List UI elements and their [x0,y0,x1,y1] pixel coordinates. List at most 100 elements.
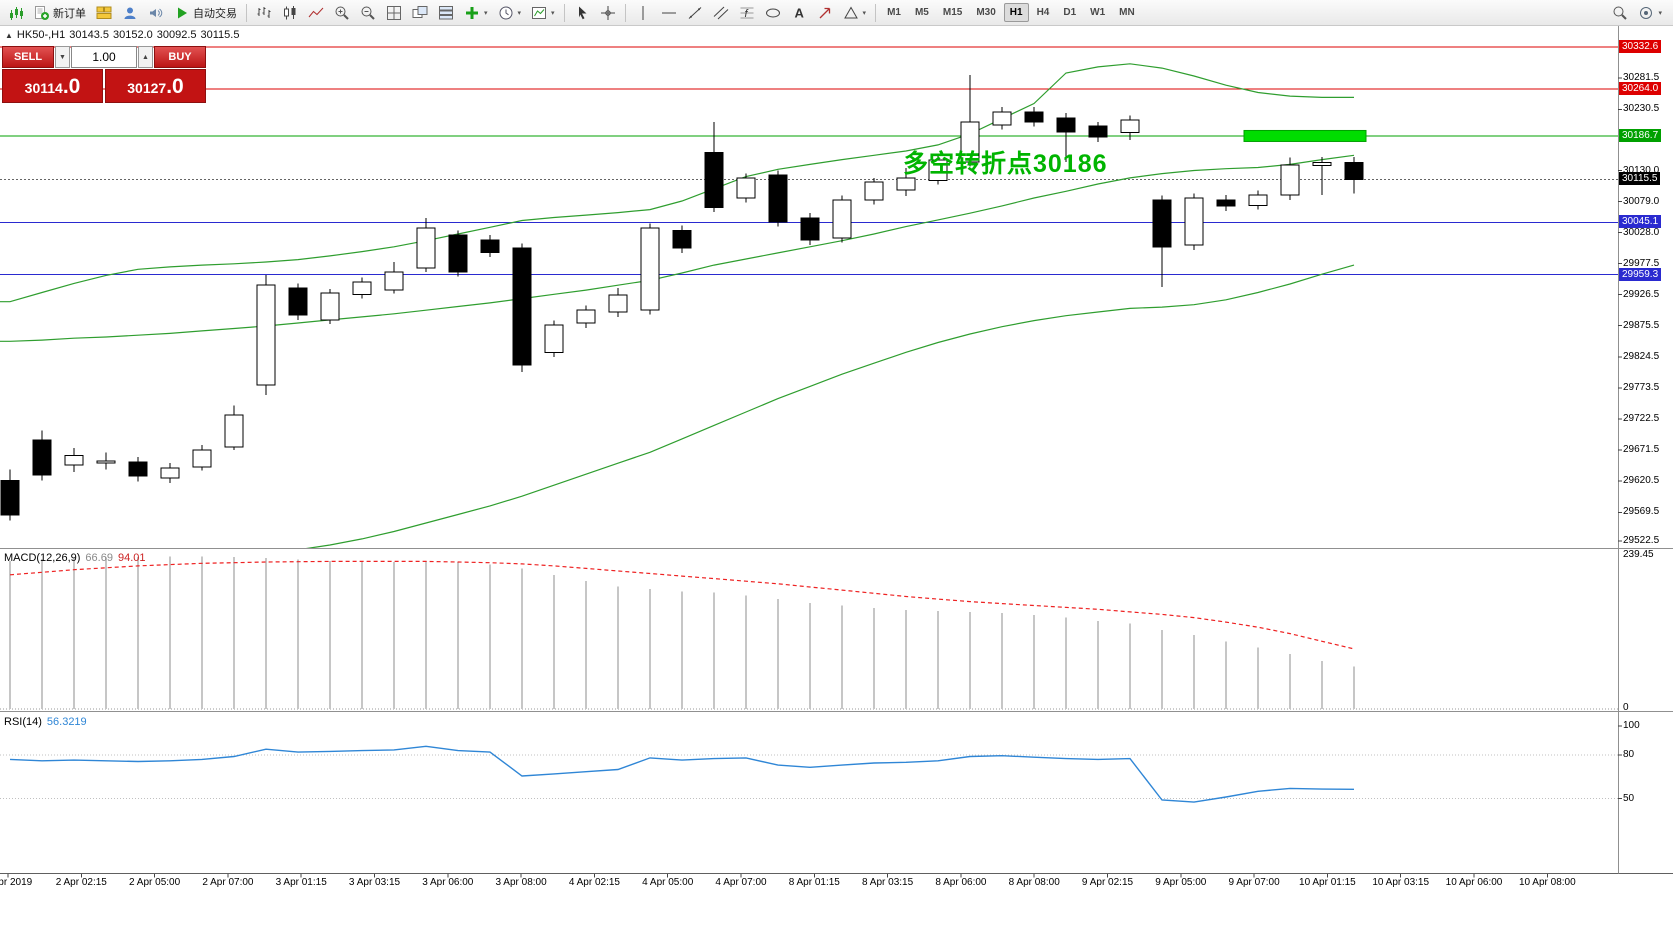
main-chart-area[interactable] [0,26,1618,549]
periods-icon [498,5,514,21]
templates-button[interactable]: ▾ [527,1,559,25]
new-order-button[interactable]: 新订单 [30,1,90,25]
market-watch-icon [122,5,138,21]
volume-decrease-button[interactable]: ▼ [55,46,70,68]
tile-windows-button[interactable] [382,1,406,25]
chevron-down-icon: ▾ [484,9,488,17]
search-button[interactable] [1608,1,1632,25]
cursor-icon [574,5,590,21]
quick-menu-button[interactable]: ▾ [1634,1,1666,25]
crosshair-icon [600,5,616,21]
sell-price-int: 30114 [24,80,63,96]
close-value: 30115.5 [200,29,240,41]
line-chart-button[interactable] [304,1,328,25]
text-icon: A [791,5,807,21]
auto-trading-label: 自动交易 [193,7,237,20]
search-icon [1612,5,1628,21]
timeframe-m15[interactable]: M15 [942,7,963,18]
channel-button[interactable] [709,1,733,25]
periods-button[interactable]: ▾ [494,1,526,25]
new-chart-icon [8,5,24,21]
fibonacci-icon: f [739,5,755,21]
timeframe-m30[interactable]: M30 [976,7,996,18]
channel-icon [713,5,729,21]
volume-increase-button[interactable]: ▲ [138,46,153,68]
sell-price-dec: .0 [62,75,81,98]
bar-chart-button[interactable] [252,1,276,25]
objects-dropdown-button[interactable]: ▾ [839,1,871,25]
zoom-out-button[interactable] [356,1,380,25]
alerts-button[interactable] [144,1,168,25]
svg-text:A: A [794,5,804,20]
crosshair-button[interactable] [596,1,620,25]
vertical-line-button[interactable] [631,1,655,25]
chevron-down-icon: ▾ [551,9,555,17]
arrange-windows-icon [412,5,428,21]
auto-trading-button[interactable]: 自动交易 [170,1,241,25]
timeframe-w1[interactable]: W1 [1090,7,1106,18]
text-button[interactable]: A [787,1,811,25]
market-watch-button[interactable] [118,1,142,25]
toolbar-separator [246,3,247,22]
horizontal-line-icon [661,5,677,21]
templates-icon [531,5,547,21]
arrange-windows-button[interactable] [408,1,432,25]
trendline-icon [687,5,703,21]
timeframe-d1[interactable]: D1 [1063,7,1077,18]
chart-profiles-icon [96,5,112,21]
sell-price-display[interactable]: 30114.0 [2,69,103,103]
sell-button[interactable]: SELL [2,46,54,68]
new-order-icon [34,5,50,21]
cascade-windows-button[interactable] [434,1,458,25]
cursor-button[interactable] [570,1,594,25]
buy-price-display[interactable]: 30127.0 [105,69,206,103]
shapes-button[interactable] [761,1,785,25]
trendline-button[interactable] [683,1,707,25]
zoom-in-icon [334,5,350,21]
timeframe-mn[interactable]: MN [1119,7,1135,18]
timeframe-h1[interactable]: H1 [1003,3,1029,22]
buy-price-int: 30127 [127,80,167,96]
chevron-down-icon: ▾ [517,9,522,17]
indicators-button[interactable]: ▾ [460,1,492,25]
alerts-icon [148,5,164,21]
shapes-icon [765,5,781,21]
buy-button[interactable]: BUY [154,46,206,68]
new-order-label: 新订单 [53,7,86,20]
chevron-down-icon: ▾ [1658,10,1662,17]
volume-input[interactable] [71,46,137,68]
price-scale[interactable] [1618,26,1673,874]
toolbar-separator [875,3,877,22]
zoom-out-icon [360,5,376,21]
timeframe-h4[interactable]: H4 [1036,7,1050,18]
low-value: 30092.5 [156,29,197,41]
arrow-tool-button[interactable] [813,1,837,25]
rsi-panel[interactable] [0,712,1618,874]
collapse-icon[interactable]: ▲ [5,31,13,40]
chevron-down-icon: ▾ [862,9,867,17]
time-scale[interactable] [0,874,1618,896]
svg-text:f: f [744,8,748,20]
timeframe-m5[interactable]: M5 [914,7,929,18]
timeframe-m1[interactable]: M1 [887,7,901,18]
chart-profiles-button[interactable] [92,1,116,25]
quick-menu-icon [1638,5,1654,21]
horizontal-line-button[interactable] [657,1,681,25]
fibonacci-button[interactable]: f [735,1,759,25]
new-chart-button[interactable] [4,1,28,25]
macd-panel[interactable] [0,549,1618,712]
open-value: 30143.5 [69,29,109,41]
toolbar-separator [563,3,565,22]
toolbar-right-group: ▾ [1607,1,1667,25]
auto-trading-icon [174,5,190,21]
arrow-tool-icon [817,5,833,21]
top-toolbar: 新订单 自动交易 ▾ ▾ ▾ f A ▾ M1 M5 M15 M30 H1 H4 D1 W1 MN ▾ [0,0,1673,26]
bar-chart-icon [256,5,272,21]
candlestick-chart-button[interactable] [278,1,302,25]
symbol-period-label: HK50-,H1 [16,29,66,41]
zoom-in-button[interactable] [330,1,354,25]
line-chart-icon [308,5,324,21]
indicators-icon [464,5,480,21]
